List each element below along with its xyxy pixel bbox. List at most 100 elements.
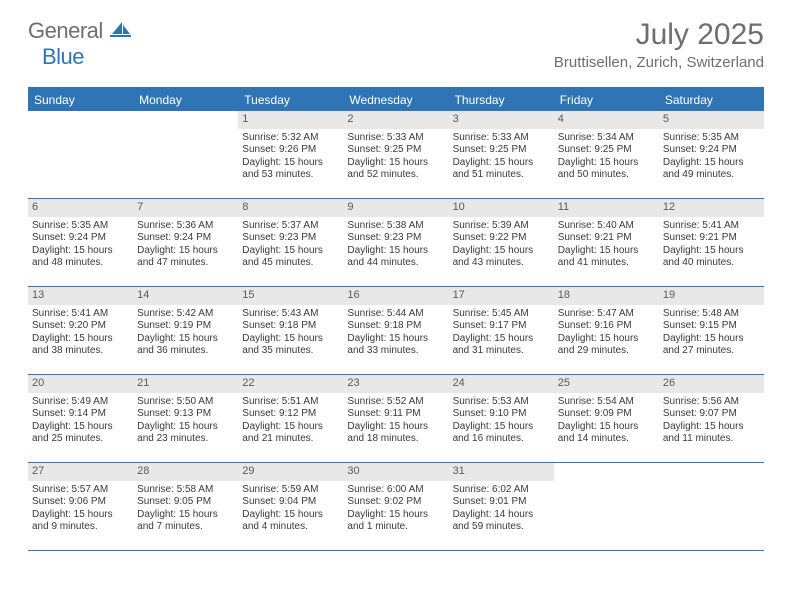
day-content: Sunrise: 5:35 AMSunset: 9:24 PMDaylight:…: [659, 129, 764, 188]
day-cell: 27Sunrise: 5:57 AMSunset: 9:06 PMDayligh…: [28, 463, 133, 550]
weeks-container: ..1Sunrise: 5:32 AMSunset: 9:26 PMDaylig…: [28, 111, 764, 551]
sunrise-line: Sunrise: 5:35 AM: [32, 220, 129, 233]
day-cell: 23Sunrise: 5:52 AMSunset: 9:11 PMDayligh…: [343, 375, 448, 462]
logo-text: General Blue: [28, 18, 132, 70]
sunset-line: Sunset: 9:23 PM: [347, 232, 444, 245]
daylight-line: Daylight: 15 hours and 45 minutes.: [242, 245, 339, 270]
day-number: 27: [28, 463, 133, 481]
sunrise-line: Sunrise: 5:52 AM: [347, 396, 444, 409]
day-content: Sunrise: 5:51 AMSunset: 9:12 PMDaylight:…: [238, 393, 343, 452]
sunrise-line: Sunrise: 5:37 AM: [242, 220, 339, 233]
sunset-line: Sunset: 9:12 PM: [242, 408, 339, 421]
sunrise-line: Sunrise: 5:33 AM: [347, 132, 444, 145]
day-number: 11: [554, 199, 659, 217]
day-content: Sunrise: 5:34 AMSunset: 9:25 PMDaylight:…: [554, 129, 659, 188]
sunset-line: Sunset: 9:11 PM: [347, 408, 444, 421]
daylight-line: Daylight: 15 hours and 48 minutes.: [32, 245, 129, 270]
sunset-line: Sunset: 9:22 PM: [453, 232, 550, 245]
sunrise-line: Sunrise: 5:41 AM: [32, 308, 129, 321]
logo: General Blue: [28, 18, 132, 70]
sunset-line: Sunset: 9:24 PM: [663, 144, 760, 157]
day-content: Sunrise: 5:58 AMSunset: 9:05 PMDaylight:…: [133, 481, 238, 540]
sunrise-line: Sunrise: 5:50 AM: [137, 396, 234, 409]
day-number: 21: [133, 375, 238, 393]
day-content: Sunrise: 5:59 AMSunset: 9:04 PMDaylight:…: [238, 481, 343, 540]
day-cell: 17Sunrise: 5:45 AMSunset: 9:17 PMDayligh…: [449, 287, 554, 374]
daylight-line: Daylight: 14 hours and 59 minutes.: [453, 509, 550, 534]
day-number: 16: [343, 287, 448, 305]
day-header: Thursday: [449, 89, 554, 111]
day-cell: 10Sunrise: 5:39 AMSunset: 9:22 PMDayligh…: [449, 199, 554, 286]
daylight-line: Daylight: 15 hours and 50 minutes.: [558, 157, 655, 182]
daylight-line: Daylight: 15 hours and 33 minutes.: [347, 333, 444, 358]
day-headers-row: SundayMondayTuesdayWednesdayThursdayFrid…: [28, 89, 764, 111]
sunset-line: Sunset: 9:05 PM: [137, 496, 234, 509]
sunrise-line: Sunrise: 5:59 AM: [242, 484, 339, 497]
sunset-line: Sunset: 9:06 PM: [32, 496, 129, 509]
day-content: Sunrise: 5:33 AMSunset: 9:25 PMDaylight:…: [343, 129, 448, 188]
day-number: 12: [659, 199, 764, 217]
day-cell: 21Sunrise: 5:50 AMSunset: 9:13 PMDayligh…: [133, 375, 238, 462]
day-number: 17: [449, 287, 554, 305]
day-cell: .: [28, 111, 133, 198]
daylight-line: Daylight: 15 hours and 52 minutes.: [347, 157, 444, 182]
day-number: 25: [554, 375, 659, 393]
sunrise-line: Sunrise: 6:02 AM: [453, 484, 550, 497]
day-content: Sunrise: 5:54 AMSunset: 9:09 PMDaylight:…: [554, 393, 659, 452]
day-cell: 26Sunrise: 5:56 AMSunset: 9:07 PMDayligh…: [659, 375, 764, 462]
day-number: 6: [28, 199, 133, 217]
daylight-line: Daylight: 15 hours and 40 minutes.: [663, 245, 760, 270]
week-row: ..1Sunrise: 5:32 AMSunset: 9:26 PMDaylig…: [28, 111, 764, 199]
day-content: Sunrise: 5:36 AMSunset: 9:24 PMDaylight:…: [133, 217, 238, 276]
day-cell: 7Sunrise: 5:36 AMSunset: 9:24 PMDaylight…: [133, 199, 238, 286]
day-content: Sunrise: 5:40 AMSunset: 9:21 PMDaylight:…: [554, 217, 659, 276]
week-row: 20Sunrise: 5:49 AMSunset: 9:14 PMDayligh…: [28, 375, 764, 463]
day-content: Sunrise: 5:57 AMSunset: 9:06 PMDaylight:…: [28, 481, 133, 540]
daylight-line: Daylight: 15 hours and 36 minutes.: [137, 333, 234, 358]
sunset-line: Sunset: 9:04 PM: [242, 496, 339, 509]
daylight-line: Daylight: 15 hours and 14 minutes.: [558, 421, 655, 446]
daylight-line: Daylight: 15 hours and 21 minutes.: [242, 421, 339, 446]
daylight-line: Daylight: 15 hours and 43 minutes.: [453, 245, 550, 270]
day-content: Sunrise: 5:35 AMSunset: 9:24 PMDaylight:…: [28, 217, 133, 276]
day-number: 5: [659, 111, 764, 129]
day-number: 18: [554, 287, 659, 305]
day-number: 22: [238, 375, 343, 393]
location-text: Bruttisellen, Zurich, Switzerland: [554, 54, 764, 71]
sunset-line: Sunset: 9:17 PM: [453, 320, 550, 333]
day-content: Sunrise: 5:45 AMSunset: 9:17 PMDaylight:…: [449, 305, 554, 364]
day-number: 3: [449, 111, 554, 129]
day-content: Sunrise: 6:00 AMSunset: 9:02 PMDaylight:…: [343, 481, 448, 540]
sunrise-line: Sunrise: 5:47 AM: [558, 308, 655, 321]
day-content: Sunrise: 5:41 AMSunset: 9:20 PMDaylight:…: [28, 305, 133, 364]
daylight-line: Daylight: 15 hours and 16 minutes.: [453, 421, 550, 446]
week-row: 27Sunrise: 5:57 AMSunset: 9:06 PMDayligh…: [28, 463, 764, 551]
sunrise-line: Sunrise: 5:41 AM: [663, 220, 760, 233]
sunrise-line: Sunrise: 5:49 AM: [32, 396, 129, 409]
title-block: July 2025 Bruttisellen, Zurich, Switzerl…: [554, 18, 764, 71]
day-header: Saturday: [659, 89, 764, 111]
day-cell: 19Sunrise: 5:48 AMSunset: 9:15 PMDayligh…: [659, 287, 764, 374]
day-cell: 5Sunrise: 5:35 AMSunset: 9:24 PMDaylight…: [659, 111, 764, 198]
day-number: 23: [343, 375, 448, 393]
daylight-line: Daylight: 15 hours and 49 minutes.: [663, 157, 760, 182]
logo-word-blue: Blue: [42, 44, 84, 69]
sunrise-line: Sunrise: 5:48 AM: [663, 308, 760, 321]
daylight-line: Daylight: 15 hours and 51 minutes.: [453, 157, 550, 182]
daylight-line: Daylight: 15 hours and 4 minutes.: [242, 509, 339, 534]
daylight-line: Daylight: 15 hours and 31 minutes.: [453, 333, 550, 358]
day-content: Sunrise: 5:43 AMSunset: 9:18 PMDaylight:…: [238, 305, 343, 364]
sunset-line: Sunset: 9:02 PM: [347, 496, 444, 509]
day-cell: 20Sunrise: 5:49 AMSunset: 9:14 PMDayligh…: [28, 375, 133, 462]
sunrise-line: Sunrise: 5:57 AM: [32, 484, 129, 497]
sunrise-line: Sunrise: 5:53 AM: [453, 396, 550, 409]
sunset-line: Sunset: 9:23 PM: [242, 232, 339, 245]
sunrise-line: Sunrise: 5:54 AM: [558, 396, 655, 409]
day-number: 7: [133, 199, 238, 217]
day-content: Sunrise: 5:44 AMSunset: 9:18 PMDaylight:…: [343, 305, 448, 364]
sunset-line: Sunset: 9:21 PM: [663, 232, 760, 245]
day-number: 19: [659, 287, 764, 305]
day-content: Sunrise: 5:33 AMSunset: 9:25 PMDaylight:…: [449, 129, 554, 188]
day-content: Sunrise: 5:53 AMSunset: 9:10 PMDaylight:…: [449, 393, 554, 452]
sunset-line: Sunset: 9:09 PM: [558, 408, 655, 421]
